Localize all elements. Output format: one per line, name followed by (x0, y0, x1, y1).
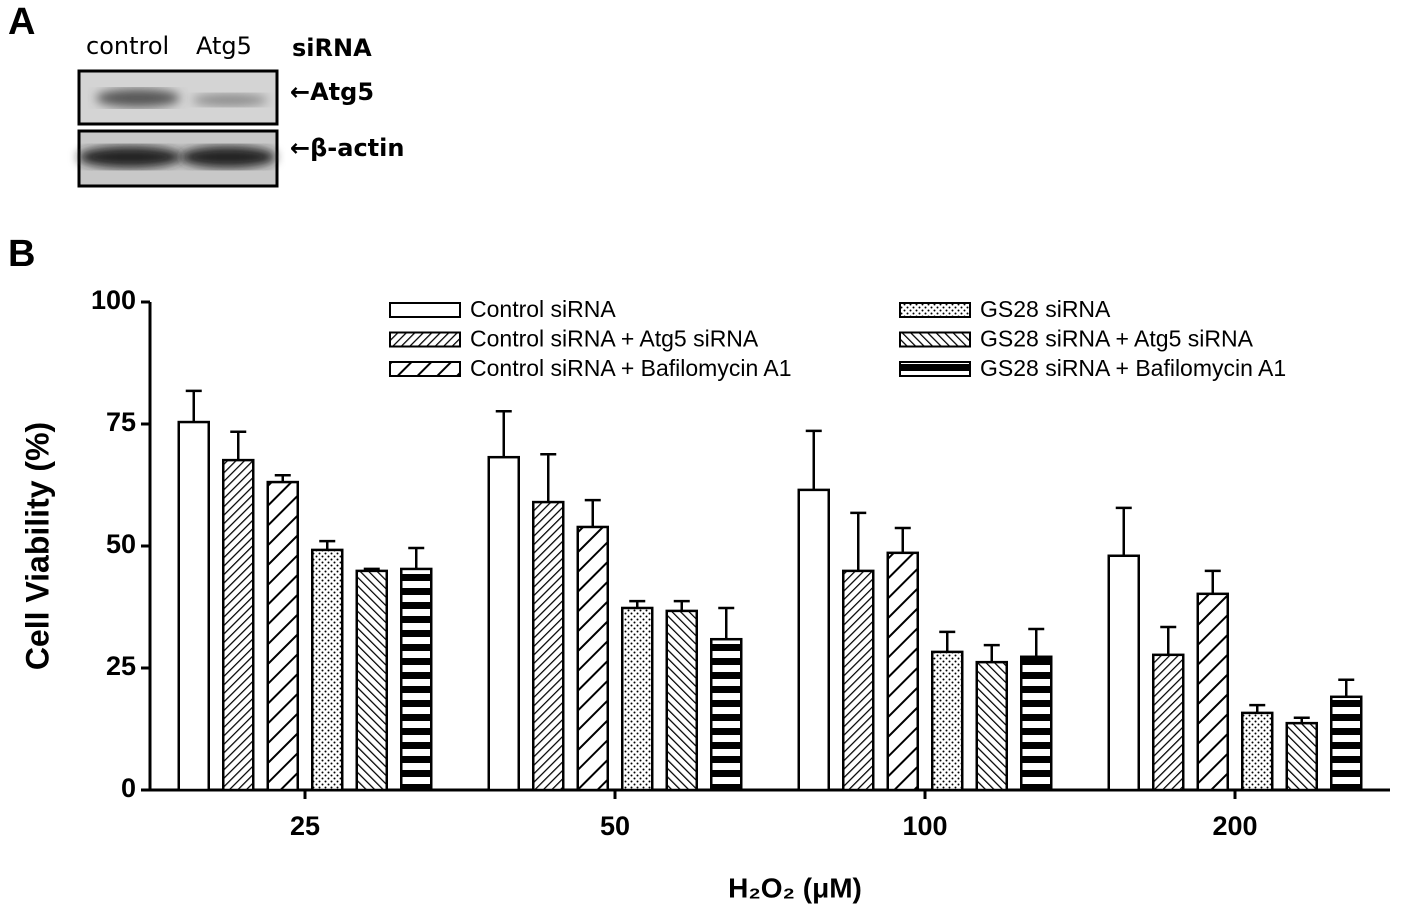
bar (1107, 554, 1140, 792)
plot: 0 25 50 75 100 25 50 100 200 Control siRNA Control… (91, 285, 1390, 841)
legend-label: Control siRNA (470, 296, 616, 322)
x-tick-label: 200 (1212, 811, 1257, 841)
bar (665, 609, 698, 792)
bar (1241, 711, 1274, 792)
legend-label: Control siRNA + Atg5 siRNA (470, 326, 759, 352)
bar (355, 569, 388, 792)
legend-swatch (389, 361, 461, 377)
bar (1196, 592, 1229, 792)
bar (177, 420, 210, 792)
legend-label: Control siRNA + Bafilomycin A1 (470, 355, 792, 381)
bar (797, 488, 830, 792)
bar (842, 569, 875, 792)
x-axis-title: H₂O₂ (μM) (728, 872, 862, 903)
panel-label: B (8, 233, 35, 275)
bar (1285, 721, 1318, 792)
bar (886, 551, 919, 792)
band-label: ←β-actin (290, 134, 404, 162)
band (78, 146, 182, 168)
bar (311, 548, 344, 792)
x-tick-label: 100 (902, 811, 947, 841)
band (96, 89, 180, 107)
y-tick-label: 0 (121, 773, 136, 803)
x-tick-label: 25 (290, 811, 320, 841)
bar (931, 650, 964, 792)
legend-swatch (899, 361, 971, 377)
y-tick-label: 75 (106, 407, 136, 437)
bar (576, 525, 609, 792)
legend-swatch (389, 331, 461, 348)
y-axis-title: Cell Viability (%) (19, 422, 55, 670)
y-tick-label: 25 (106, 651, 136, 681)
lane-caption: siRNA (292, 34, 372, 62)
y-tick-label: 50 (106, 529, 136, 559)
bar (1020, 655, 1053, 792)
bar (1152, 653, 1185, 792)
panel-label: A (8, 1, 35, 43)
bar (222, 458, 255, 792)
band (192, 94, 268, 106)
legend-swatch (899, 302, 971, 318)
band-label: ←Atg5 (290, 78, 374, 106)
bar (400, 567, 433, 792)
legend-label: GS28 siRNA (980, 296, 1111, 322)
bar (532, 500, 565, 792)
y-tick-label: 100 (91, 285, 136, 315)
band (180, 146, 276, 168)
bar (487, 455, 520, 792)
legend-label: GS28 siRNA + Bafilomycin A1 (980, 355, 1286, 381)
bar (710, 637, 743, 792)
bar (1330, 695, 1363, 792)
bar (975, 660, 1008, 792)
legend-swatch (899, 331, 971, 348)
x-tick-label: 50 (600, 811, 630, 841)
bar (266, 480, 299, 792)
lane-label: control (86, 32, 169, 60)
lane-label: Atg5 (196, 32, 252, 60)
legend-swatch (389, 302, 461, 318)
bar (621, 606, 654, 792)
legend-label: GS28 siRNA + Atg5 siRNA (980, 326, 1254, 352)
